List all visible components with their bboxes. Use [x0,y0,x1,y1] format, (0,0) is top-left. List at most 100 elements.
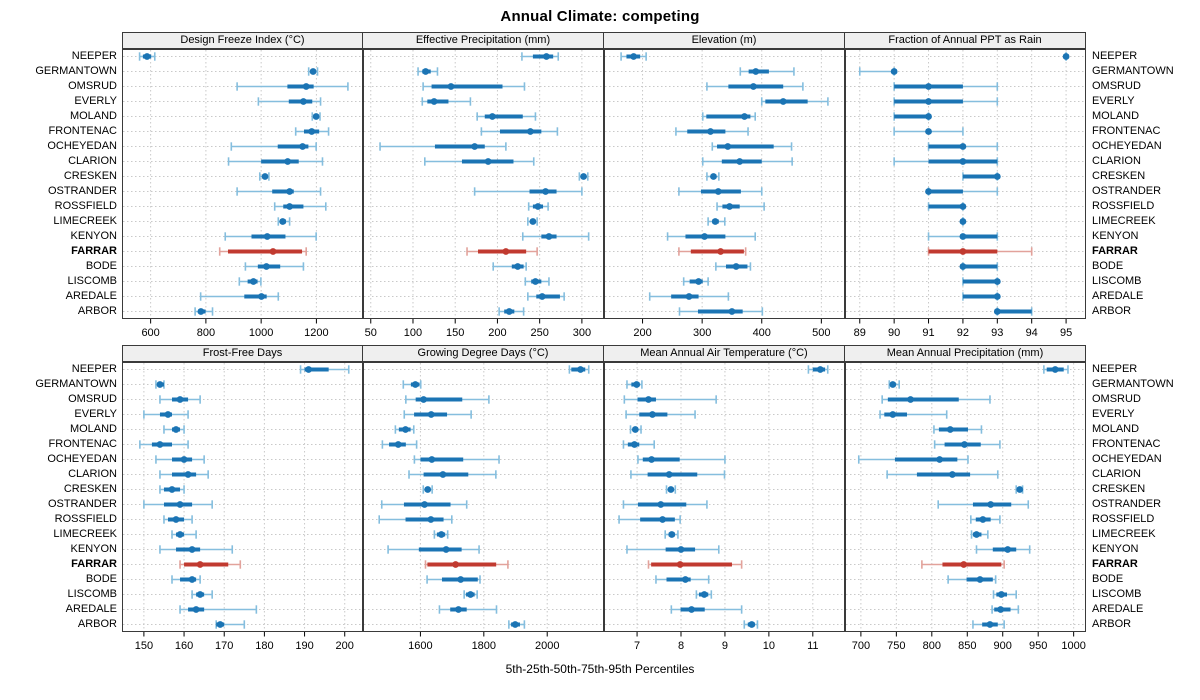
median-dot [701,233,708,240]
median-dot [973,531,980,538]
trellis-row-bottom: NEEPER GERMANTOWN OMSRUD EVERLY MOLAND FRONTE… [0,345,1200,656]
series-row-bode [715,262,752,271]
series-row-aredale [648,292,730,301]
series-row-bode [171,575,201,584]
series-row-germantown [402,380,422,389]
median-dot [312,113,320,120]
series-row-frontenac [893,127,964,136]
series-row-germantown [626,380,643,389]
station-label-moland: MOLAND [1092,423,1140,435]
series-row-everly [760,97,829,106]
series-row-ostrander [622,500,708,509]
median-dot [681,576,689,583]
panel-plot: 700 750 800 850 900 950 1000 [845,362,1086,652]
station-label-bode: BODE [1092,260,1124,272]
axis-tick-label: 2000 [535,640,559,652]
series-row-clarion [886,470,999,479]
series-row-ostrander [143,500,213,509]
panel-strip: Fraction of Annual PPT as Rain [845,32,1086,49]
series-row-liscomb [463,590,478,599]
median-dot [685,293,693,300]
median-dot [960,561,968,568]
series-row-everly [625,410,696,419]
panel-effective-precipitation: Effective Precipitation (mm) 50 100 150 200… [363,32,604,343]
median-dot [514,263,522,270]
median-dot [428,456,436,463]
series-row-cresken [1015,485,1024,494]
median-dot [577,366,584,373]
median-dot [143,53,151,60]
series-row-limecreek [664,530,679,539]
station-label-omsrud: OMSRUD [68,393,117,405]
median-dot [279,218,287,225]
series-row-moland [163,425,185,434]
median-dot [258,293,265,300]
median-dot [959,158,967,165]
series-row-everly [893,97,999,106]
series-row-bode [655,575,710,584]
chart-title: Annual Climate: competing [500,8,700,25]
panel-plot: 50 100 150 200 250 300 [363,49,604,339]
station-label-liscomb: LISCOMB [67,588,117,600]
axis-tick-label: 150 [446,327,464,339]
series-row-ocheyedan [413,455,500,464]
median-dot [711,218,719,225]
series-row-farrar [218,247,307,256]
median-dot [665,471,673,478]
series-row-neeper [620,52,647,61]
series-row-liscomb [962,277,1001,286]
median-dot [741,113,748,120]
axis-tick-label: 850 [958,640,976,652]
median-dot [421,501,428,508]
axis-tick-label: 200 [633,327,651,339]
median-dot [732,263,740,270]
station-label-limecreek: LIMECREEK [1092,528,1156,540]
station-label-aredale: AREDALE [65,603,117,615]
series-row-ostrander [380,500,468,509]
median-dot [286,203,294,210]
series-row-aredale [670,605,743,614]
median-dot [633,381,641,388]
series-row-moland [311,112,321,121]
axis-tick-label: 400 [753,327,771,339]
panel-plot: 600 800 1000 1200 [122,49,363,339]
median-dot [779,98,787,105]
median-dot [511,621,519,628]
series-row-ocheyedan [230,142,317,151]
series-row-kenyon [159,545,234,554]
median-dot [452,561,460,568]
median-dot [156,441,164,448]
station-label-omsrud: OMSRUD [68,80,117,92]
station-label-frontenac: FRONTENAC [48,438,117,450]
median-dot [997,606,1005,613]
panel-border [363,49,604,319]
station-label-germantown: GERMANTOWN [1092,378,1174,390]
median-dot [726,203,733,210]
median-dot [402,426,409,433]
panel-border [604,362,845,632]
median-dot [505,308,513,315]
series-row-kenyon [224,232,317,241]
station-label-bode: BODE [1092,573,1124,585]
median-dot [176,501,184,508]
median-dot [176,531,184,538]
series-row-ocheyedan [155,455,205,464]
series-row-germantown [155,380,165,389]
median-dot [216,621,224,628]
series-row-liscomb [682,277,709,286]
station-label-ocheyedan: OCHEYEDAN [1092,140,1162,152]
median-dot [488,113,496,120]
series-row-limecreek [527,217,538,226]
station-label-neeper: NEEPER [71,363,117,375]
median-dot [657,501,665,508]
median-dot [659,516,666,523]
series-row-omsrud [405,395,490,404]
series-row-limecreek [970,530,989,539]
axis-tick-label: 180 [255,640,273,652]
panel-strip: Mean Annual Precipitation (mm) [845,345,1086,362]
station-label-arbor: ARBOR [77,305,117,317]
median-dot [1016,486,1024,493]
panel-strip: Effective Precipitation (mm) [363,32,604,49]
axis-tick-label: 160 [175,640,193,652]
